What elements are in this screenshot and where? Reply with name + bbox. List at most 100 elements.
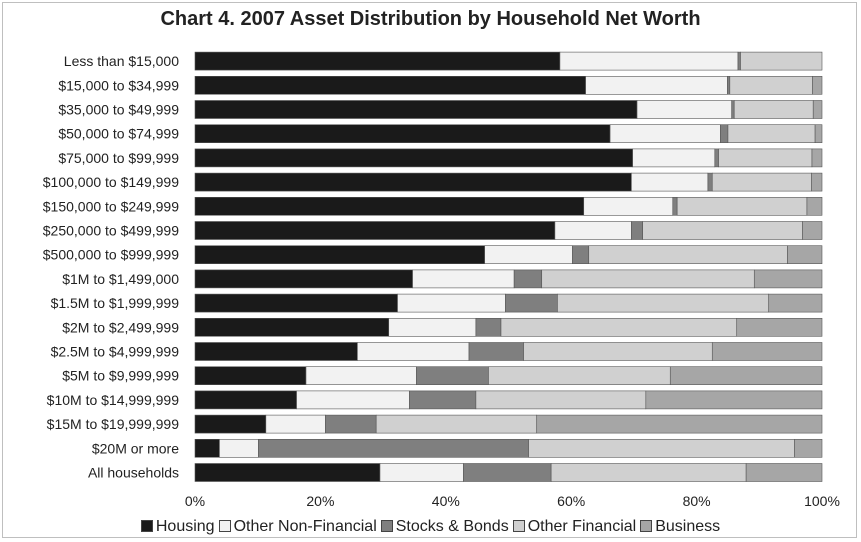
category-label: $250,000 to $499,999 <box>43 223 179 239</box>
bar-17-series-4 <box>528 438 795 458</box>
bar-12-series-3 <box>475 317 502 337</box>
bar-14-series-1 <box>194 366 307 386</box>
bar-3-series-5 <box>812 100 823 119</box>
legend-item: Business <box>640 518 720 536</box>
legend-label: Stocks & Bonds <box>395 518 509 535</box>
bar-12-series-1 <box>194 317 390 337</box>
category-label: $1M to $1,499,000 <box>62 271 179 287</box>
bar-13-series-1 <box>194 342 358 361</box>
bar-16-series-4 <box>375 414 538 434</box>
bar-10-series-1 <box>194 269 413 289</box>
bar-7-series-3 <box>672 197 678 216</box>
bar-17-series-3 <box>258 438 529 458</box>
bar-1-series-2 <box>559 51 739 71</box>
category-label: $2.5M to $4,999,999 <box>51 344 180 360</box>
bar-12-series-2 <box>388 317 477 337</box>
category-label: $150,000 to $249,999 <box>43 198 179 214</box>
bar-16-series-5 <box>536 414 823 434</box>
bar-5-series-4 <box>718 148 813 168</box>
bar-15-series-2 <box>296 390 410 410</box>
bar-14-series-2 <box>305 366 417 386</box>
bar-6-series-1 <box>194 172 632 192</box>
legend-item: Stocks & Bonds <box>380 518 509 536</box>
bar-18-series-1 <box>194 463 381 482</box>
legend-label: Other Non-Financial <box>233 518 377 535</box>
legend-item: Other Non-Financial <box>218 518 377 536</box>
bar-9-series-1 <box>194 245 485 264</box>
bar-4-series-4 <box>727 124 816 143</box>
category-label: All households <box>88 465 179 481</box>
bar-12-series-4 <box>500 317 738 337</box>
bar-13-series-3 <box>468 342 524 361</box>
bar-10-series-2 <box>412 269 515 289</box>
x-tick-label: 80% <box>683 493 711 509</box>
category-label: $35,000 to $49,999 <box>58 102 179 118</box>
bar-17-series-1 <box>194 438 220 458</box>
bar-10-series-4 <box>541 269 755 289</box>
category-label: $15,000 to $34,999 <box>58 77 179 93</box>
legend-swatch <box>218 520 231 532</box>
bars-layer <box>194 51 823 482</box>
bar-2-series-2 <box>585 76 728 95</box>
legend-item: Housing <box>140 518 215 536</box>
bar-11-series-5 <box>768 293 823 313</box>
legend-swatch <box>512 520 525 532</box>
bar-8-series-2 <box>554 221 632 240</box>
x-tick-label: 100% <box>804 493 840 509</box>
bar-5-series-5 <box>811 148 823 168</box>
bar-18-series-2 <box>379 463 464 482</box>
x-tick-label: 20% <box>306 493 334 509</box>
bar-17-series-2 <box>219 438 259 458</box>
category-label: $1.5M to $1,999,999 <box>51 295 180 311</box>
bar-8-series-4 <box>642 221 803 240</box>
bar-6-series-2 <box>631 172 709 192</box>
legend-label: Housing <box>155 518 215 535</box>
bar-15-series-5 <box>645 390 823 410</box>
bar-15-series-4 <box>475 390 647 410</box>
bar-3-series-1 <box>194 100 638 119</box>
bar-15-series-3 <box>409 390 477 410</box>
category-label: $50,000 to $74,999 <box>58 126 179 142</box>
bar-3-series-2 <box>636 100 733 119</box>
bar-13-series-2 <box>357 342 470 361</box>
bar-18-series-3 <box>463 463 552 482</box>
category-label: $2M to $2,499,999 <box>62 319 179 335</box>
bar-7-series-4 <box>676 197 808 216</box>
category-label: $10M to $14,999,999 <box>47 392 180 408</box>
x-tick-label: 40% <box>432 493 460 509</box>
bar-18-series-5 <box>745 463 823 482</box>
legend-label: Business <box>655 518 721 535</box>
x-tick-label: 0% <box>185 493 205 509</box>
category-label: Less than $15,000 <box>64 53 179 69</box>
bar-9-series-4 <box>588 245 788 264</box>
x-tick-label: 60% <box>557 493 585 509</box>
legend-swatch <box>380 520 393 532</box>
bar-18-series-4 <box>550 463 747 482</box>
bar-7-series-5 <box>806 197 823 216</box>
bar-5-series-3 <box>714 148 719 168</box>
bar-11-series-1 <box>194 293 398 313</box>
bar-6-series-5 <box>811 172 823 192</box>
bar-16-series-3 <box>325 414 377 434</box>
bar-8-series-5 <box>802 221 823 240</box>
category-labels: Less than $15,000 $15,000 to $34,999 $35,0… <box>43 53 179 480</box>
bar-10-series-3 <box>513 269 543 289</box>
bar-13-series-5 <box>711 342 823 361</box>
bar-1-series-3 <box>737 51 741 71</box>
bar-4-series-1 <box>194 124 611 143</box>
legend-item: Other Financial <box>512 518 636 536</box>
bar-6-series-4 <box>711 172 812 192</box>
bar-14-series-3 <box>416 366 489 386</box>
x-axis: 0% 20% 40% 60% 80% 100% <box>185 493 840 509</box>
bar-5-series-2 <box>632 148 716 168</box>
bar-3-series-3 <box>731 100 735 119</box>
bar-11-series-4 <box>557 293 770 313</box>
bar-1-series-1 <box>194 51 561 71</box>
bar-16-series-1 <box>194 414 267 434</box>
bar-11-series-2 <box>397 293 506 313</box>
bar-12-series-5 <box>736 317 823 337</box>
bar-4-series-5 <box>814 124 823 143</box>
bar-15-series-1 <box>194 390 297 410</box>
bar-14-series-4 <box>488 366 671 386</box>
